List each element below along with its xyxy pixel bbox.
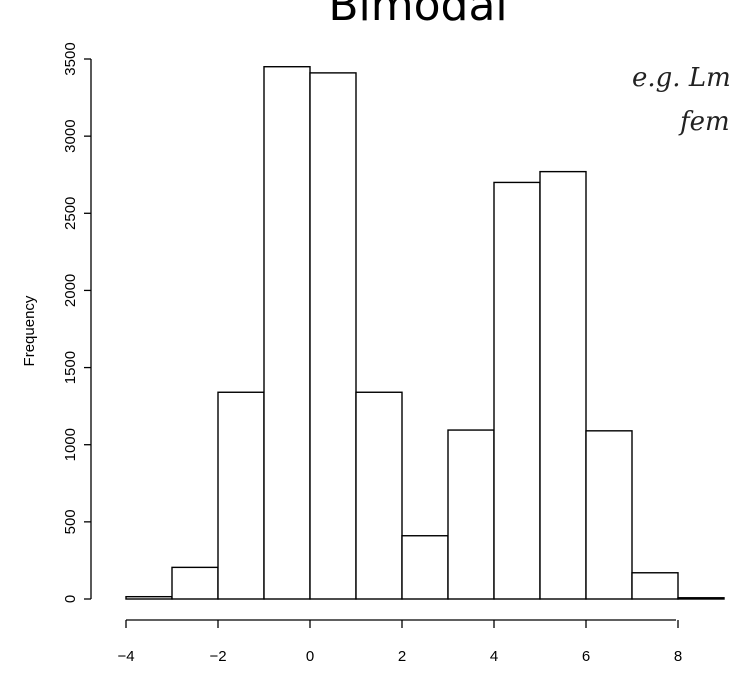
histogram-bar-4 xyxy=(309,72,357,600)
y-tick-label-5: 2500 xyxy=(62,197,79,230)
x-axis: −4 −2 0 2 4 6 8 xyxy=(117,619,682,665)
x-tick-label-4: 4 xyxy=(490,648,498,665)
note-line-2: fem xyxy=(678,107,730,137)
y-tick-label-7: 3500 xyxy=(62,42,79,75)
x-tick-label-1: −2 xyxy=(209,648,226,665)
chart-title: Bimodal xyxy=(328,0,507,31)
x-tick-label-5: 6 xyxy=(582,648,590,665)
y-tick-label-1: 500 xyxy=(62,509,79,534)
histogram-bar-3 xyxy=(263,66,311,600)
histogram-bar-8 xyxy=(493,181,541,600)
histogram-bar-6 xyxy=(401,535,449,600)
histogram-bar-0 xyxy=(125,595,173,600)
histogram-bar-10 xyxy=(585,430,633,600)
y-tick-label-2: 1000 xyxy=(62,428,79,461)
histogram-bar-9 xyxy=(539,170,587,600)
y-tick-label-3: 1500 xyxy=(62,351,79,384)
y-axis: 0 500 1000 1500 2000 2500 3000 3500 xyxy=(62,42,92,603)
y-tick-label-6: 3000 xyxy=(62,119,79,152)
y-axis-label: Frequency xyxy=(21,295,38,366)
histogram-bar-2 xyxy=(217,391,265,600)
x-tick-label-2: 0 xyxy=(306,648,314,665)
histogram-bar-7 xyxy=(447,429,495,600)
histogram-bar-12 xyxy=(677,597,725,600)
x-tick-label-6: 8 xyxy=(674,648,682,665)
handwritten-note: e.g. Lm fem xyxy=(632,63,731,137)
bars xyxy=(125,66,725,600)
y-tick-label-0: 0 xyxy=(62,595,79,603)
note-line-1: e.g. Lm xyxy=(632,63,731,93)
histogram-bar-1 xyxy=(171,566,219,600)
x-tick-label-0: −4 xyxy=(117,648,134,665)
histogram-bar-11 xyxy=(631,572,679,600)
histogram-bar-5 xyxy=(355,391,403,600)
x-tick-label-3: 2 xyxy=(398,648,406,665)
y-tick-label-4: 2000 xyxy=(62,274,79,307)
